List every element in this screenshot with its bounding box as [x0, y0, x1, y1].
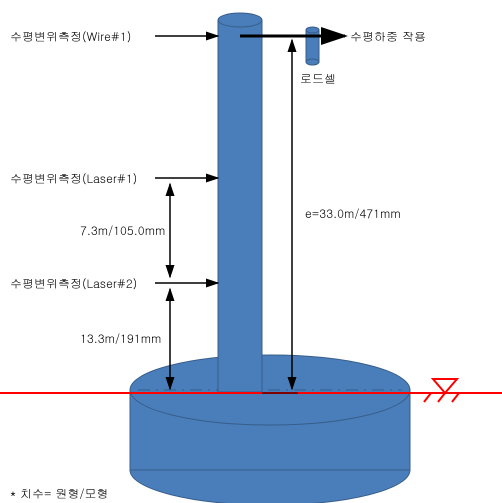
- diagram-svg: [0, 0, 502, 503]
- label-laser2: 수평변위측정(Laser#2): [10, 275, 137, 292]
- label-note: * 치수= 원형/모형: [10, 485, 109, 502]
- label-e-text: e=33.0m/471mm: [305, 205, 401, 222]
- label-laser1: 수평변위측정(Laser#1): [10, 170, 137, 187]
- label-seg2: 13.3m/191mm: [80, 330, 161, 347]
- label-seg1: 7.3m/105.0mm: [80, 222, 165, 239]
- label-h-load: 수평하중 작용: [350, 28, 426, 45]
- label-load-cell: 로드셀: [300, 70, 336, 87]
- label-wire1: 수평변위측정(Wire#1): [10, 28, 131, 45]
